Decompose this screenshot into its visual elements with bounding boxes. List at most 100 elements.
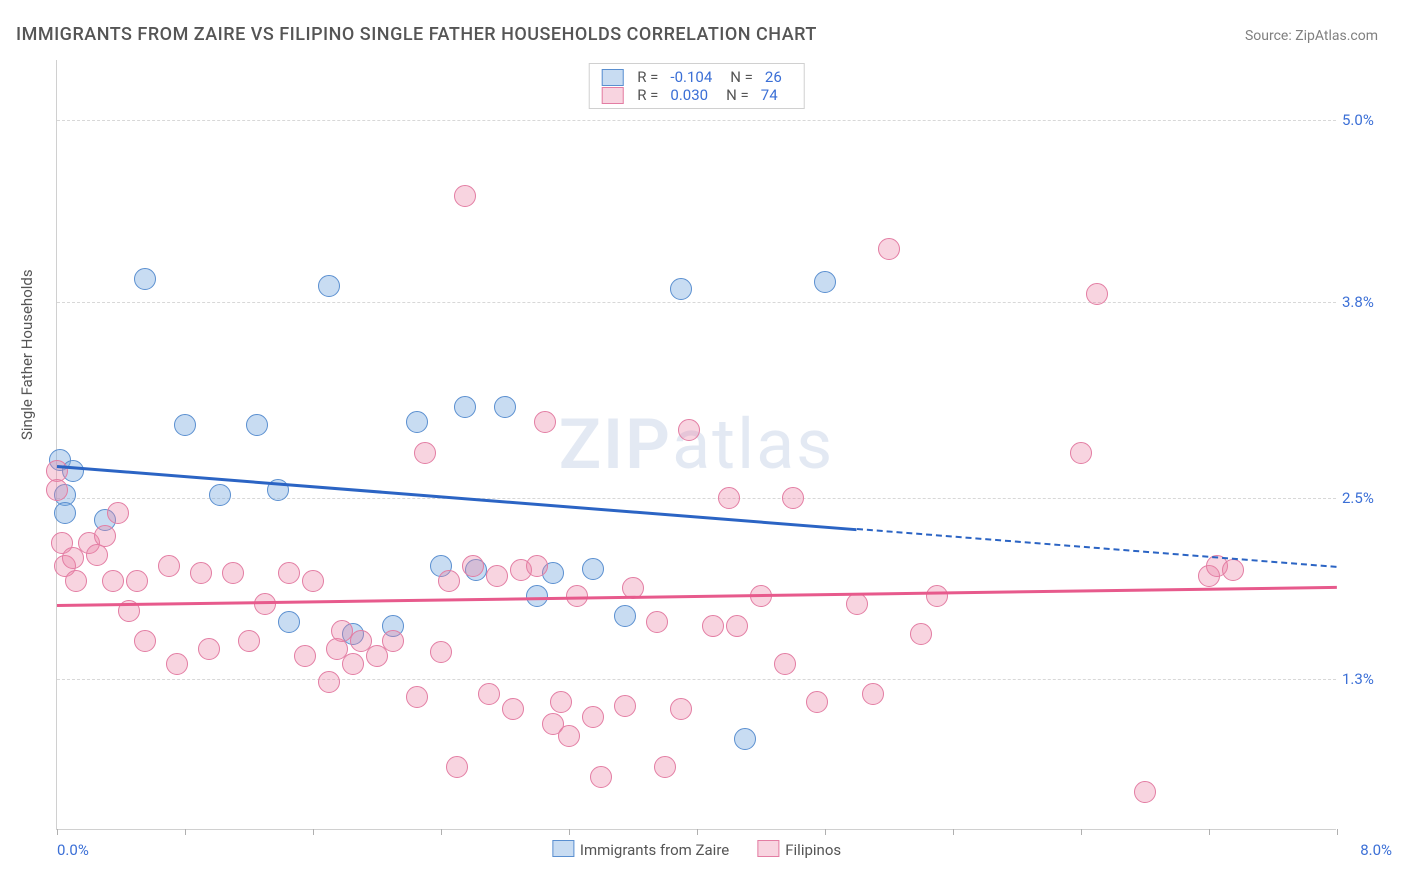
top-legend-row-filipinos: R = 0.030 N = 74 xyxy=(601,86,792,104)
r-value-zaire: -0.104 xyxy=(670,68,712,86)
x-tick xyxy=(697,829,698,835)
data-point-filipinos xyxy=(238,630,260,652)
data-point-filipinos xyxy=(702,615,724,637)
data-point-filipinos xyxy=(166,653,188,675)
data-point-zaire xyxy=(246,414,268,436)
data-point-filipinos xyxy=(454,185,476,207)
x-tick xyxy=(569,829,570,835)
data-point-filipinos xyxy=(414,442,436,464)
data-point-filipinos xyxy=(1222,559,1244,581)
data-point-filipinos xyxy=(102,570,124,592)
data-point-filipinos xyxy=(862,683,884,705)
data-point-filipinos xyxy=(46,479,68,501)
data-point-zaire xyxy=(526,585,548,607)
top-legend-swatch-zaire xyxy=(601,69,623,86)
x-axis-min-label: 0.0% xyxy=(57,841,89,859)
top-legend: R = -0.104 N = 26 R = 0.030 N = 74 xyxy=(588,63,805,109)
n-value-zaire: 26 xyxy=(765,68,782,86)
data-point-zaire xyxy=(134,268,156,290)
y-tick-label: 5.0% xyxy=(1342,111,1392,129)
chart-plot-area: ZIPatlas 0.0% 8.0% Immigrants from Zaire… xyxy=(56,60,1336,830)
data-point-zaire xyxy=(318,275,340,297)
data-point-filipinos xyxy=(134,630,156,652)
gridline-h xyxy=(57,498,1336,499)
x-tick xyxy=(313,829,314,835)
watermark: ZIPatlas xyxy=(559,404,835,486)
legend-swatch-zaire xyxy=(552,840,574,857)
data-point-filipinos xyxy=(1070,442,1092,464)
source-link[interactable]: ZipAtlas.com xyxy=(1295,28,1378,44)
source-prefix: Source: xyxy=(1245,28,1295,44)
legend-item-filipinos: Filipinos xyxy=(757,840,841,859)
watermark-rest: atlas xyxy=(672,404,834,486)
x-tick xyxy=(185,829,186,835)
data-point-filipinos xyxy=(678,419,700,441)
x-tick xyxy=(441,829,442,835)
data-point-filipinos xyxy=(878,238,900,260)
data-point-filipinos xyxy=(126,570,148,592)
data-point-filipinos xyxy=(406,686,428,708)
data-point-filipinos xyxy=(1086,283,1108,305)
n-value-filipinos: 74 xyxy=(761,86,778,104)
r-label: R = xyxy=(637,86,658,104)
x-tick xyxy=(57,829,58,835)
data-point-filipinos xyxy=(534,411,556,433)
x-tick xyxy=(1337,829,1338,835)
data-point-filipinos xyxy=(558,725,580,747)
x-axis-max-label: 8.0% xyxy=(1360,841,1392,859)
data-point-filipinos xyxy=(478,683,500,705)
watermark-bold: ZIP xyxy=(559,404,672,486)
data-point-filipinos xyxy=(278,562,300,584)
data-point-filipinos xyxy=(782,487,804,509)
bottom-legend: Immigrants from Zaire Filipinos xyxy=(552,840,841,859)
data-point-filipinos xyxy=(526,555,548,577)
data-point-filipinos xyxy=(65,570,87,592)
data-point-filipinos xyxy=(107,502,129,524)
data-point-filipinos xyxy=(222,562,244,584)
n-label: N = xyxy=(726,86,749,104)
legend-label-filipinos: Filipinos xyxy=(785,841,841,859)
data-point-filipinos xyxy=(382,630,404,652)
data-point-zaire xyxy=(734,728,756,750)
trend-line xyxy=(57,585,1337,606)
data-point-filipinos xyxy=(654,756,676,778)
page-root: IMMIGRANTS FROM ZAIRE VS FILIPINO SINGLE… xyxy=(0,0,1406,892)
data-point-zaire xyxy=(614,605,636,627)
data-point-zaire xyxy=(454,396,476,418)
data-point-filipinos xyxy=(302,570,324,592)
data-point-filipinos xyxy=(486,565,508,587)
y-tick-label: 2.5% xyxy=(1342,489,1392,507)
top-legend-row-zaire: R = -0.104 N = 26 xyxy=(601,68,792,86)
data-point-filipinos xyxy=(614,695,636,717)
data-point-zaire xyxy=(174,414,196,436)
data-point-filipinos xyxy=(430,641,452,663)
data-point-filipinos xyxy=(86,544,108,566)
source-attribution: Source: ZipAtlas.com xyxy=(1245,28,1378,44)
y-tick-label: 1.3% xyxy=(1342,670,1392,688)
data-point-filipinos xyxy=(462,555,484,577)
data-point-filipinos xyxy=(774,653,796,675)
legend-swatch-filipinos xyxy=(757,840,779,857)
n-label: N = xyxy=(730,68,753,86)
data-point-filipinos xyxy=(646,611,668,633)
data-point-filipinos xyxy=(342,653,364,675)
x-tick xyxy=(953,829,954,835)
data-point-filipinos xyxy=(590,766,612,788)
x-tick xyxy=(1081,829,1082,835)
y-tick-label: 3.8% xyxy=(1342,293,1392,311)
data-point-filipinos xyxy=(1134,781,1156,803)
data-point-zaire xyxy=(406,411,428,433)
data-point-zaire xyxy=(670,278,692,300)
data-point-filipinos xyxy=(550,691,572,713)
x-tick xyxy=(1209,829,1210,835)
r-label: R = xyxy=(637,68,658,86)
data-point-filipinos xyxy=(198,638,220,660)
y-axis-label: Single Father Households xyxy=(18,269,36,440)
data-point-filipinos xyxy=(158,555,180,577)
data-point-filipinos xyxy=(190,562,212,584)
data-point-filipinos xyxy=(726,615,748,637)
data-point-filipinos xyxy=(670,698,692,720)
data-point-filipinos xyxy=(846,593,868,615)
gridline-h xyxy=(57,302,1336,303)
legend-label-zaire: Immigrants from Zaire xyxy=(580,841,729,859)
